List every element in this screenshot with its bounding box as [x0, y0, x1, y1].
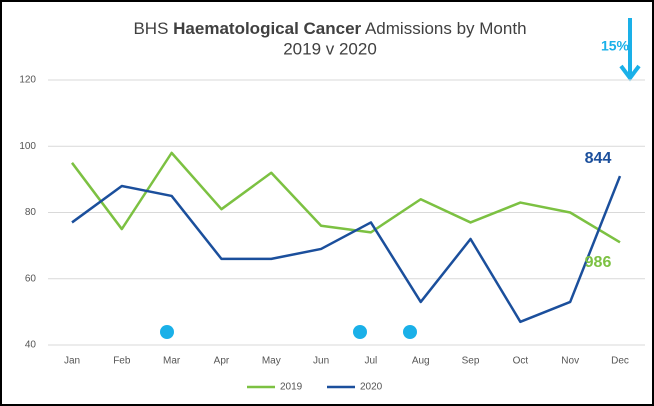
title-part: Admissions by Month — [361, 19, 526, 38]
legend-label: 2020 — [360, 382, 383, 393]
annotation: 844 — [585, 150, 612, 167]
marker-dot — [403, 325, 417, 339]
annotation: 986 — [585, 254, 612, 271]
legend-label: 2019 — [280, 382, 303, 393]
x-tick-label: Feb — [113, 356, 131, 367]
x-tick-label: Jul — [365, 356, 378, 367]
y-tick-label: 40 — [25, 340, 37, 351]
chart-title: BHS Haematological Cancer Admissions by … — [133, 19, 526, 38]
title-part: BHS — [133, 19, 173, 38]
y-tick-label: 100 — [19, 141, 36, 152]
x-tick-label: Oct — [513, 356, 529, 367]
x-tick-label: Jun — [313, 356, 329, 367]
x-tick-label: May — [262, 356, 281, 367]
marker-dot — [160, 325, 174, 339]
x-tick-label: Sep — [462, 356, 480, 367]
x-tick-label: Jan — [64, 356, 80, 367]
annotation: 15% — [601, 38, 630, 54]
y-tick-label: 80 — [25, 207, 37, 218]
x-tick-label: Apr — [214, 356, 230, 367]
down-arrow — [619, 18, 641, 82]
x-tick-label: Mar — [163, 356, 181, 367]
x-tick-label: Nov — [561, 356, 579, 367]
chart-subtitle: 2019 v 2020 — [283, 39, 377, 58]
title-part: Haematological Cancer — [173, 19, 361, 38]
x-tick-label: Dec — [611, 356, 629, 367]
line-series — [71, 151, 621, 244]
y-tick-label: 120 — [19, 75, 36, 86]
x-tick-label: Aug — [412, 356, 430, 367]
line-series — [71, 175, 622, 324]
y-tick-label: 60 — [25, 273, 37, 284]
marker-dot — [353, 325, 367, 339]
